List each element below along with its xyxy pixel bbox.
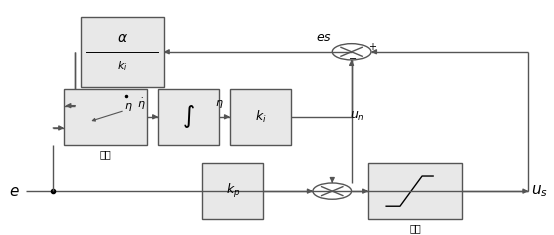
Bar [158, 89, 219, 145]
Text: $k_i$: $k_i$ [255, 109, 266, 125]
Bar [202, 163, 263, 219]
Text: $\eta$: $\eta$ [214, 98, 223, 110]
Text: $e$: $e$ [9, 184, 20, 199]
Text: $u_s$: $u_s$ [531, 183, 548, 199]
Bar [368, 163, 462, 219]
Text: $k_i$: $k_i$ [117, 59, 127, 73]
Text: $es$: $es$ [316, 31, 332, 44]
Text: $\eta$: $\eta$ [124, 101, 133, 113]
Bar [81, 17, 164, 87]
Text: +: + [368, 42, 376, 52]
Text: $k_p$: $k_p$ [225, 182, 240, 200]
Text: 开关: 开关 [100, 149, 111, 159]
Text: −: − [349, 54, 357, 64]
Text: $\dot{\eta}$: $\dot{\eta}$ [137, 96, 146, 112]
Text: $\alpha$: $\alpha$ [117, 31, 128, 45]
Bar [230, 89, 291, 145]
Text: 饱和: 饱和 [409, 223, 421, 233]
Text: $u_n$: $u_n$ [350, 110, 365, 123]
Text: $\int$: $\int$ [182, 103, 195, 130]
Bar [64, 89, 147, 145]
